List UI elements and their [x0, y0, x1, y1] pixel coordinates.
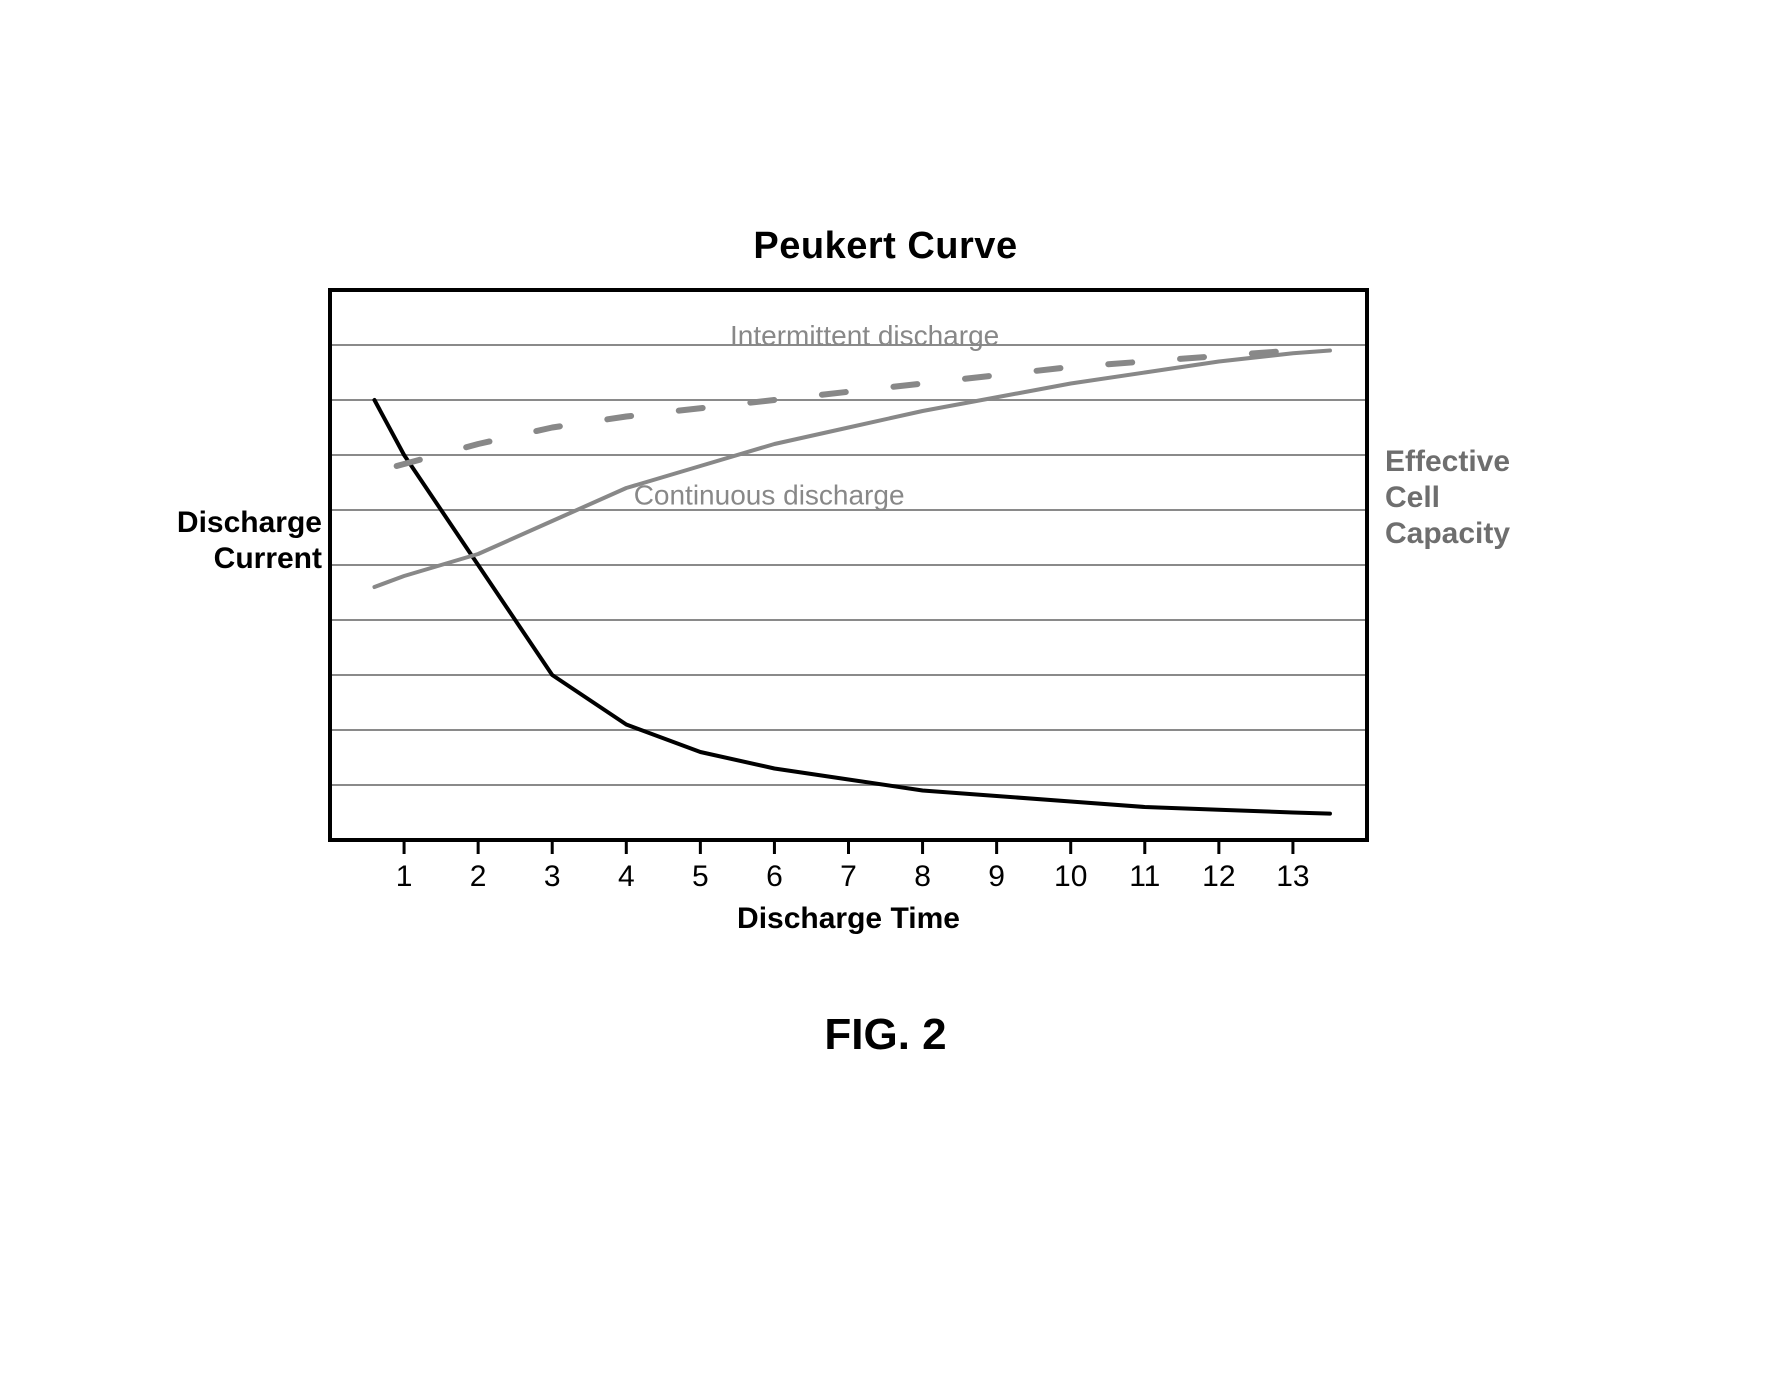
series-label-intermittent_discharge: Intermittent discharge	[730, 320, 999, 351]
x-tick-label: 13	[1268, 860, 1318, 894]
chart-container: Peukert Curve DischargeCurrent Effective…	[0, 0, 1771, 1384]
series-label-continuous_discharge: Continuous discharge	[634, 480, 905, 511]
x-axis-label: Discharge Time	[330, 902, 1367, 936]
x-tick-label: 1	[379, 860, 429, 894]
plot-area: Continuous discharge Intermittent dischar…	[290, 250, 1407, 880]
figure-label: FIG. 2	[0, 1010, 1771, 1060]
x-tick-label: 12	[1194, 860, 1244, 894]
x-tick-label: 3	[527, 860, 577, 894]
x-tick-label: 4	[601, 860, 651, 894]
x-tick-label: 11	[1120, 860, 1170, 894]
x-tick-label: 2	[453, 860, 503, 894]
x-tick-label: 5	[675, 860, 725, 894]
x-tick-label: 9	[972, 860, 1022, 894]
x-tick-label: 8	[898, 860, 948, 894]
x-tick-label: 10	[1046, 860, 1096, 894]
x-tick-label: 6	[749, 860, 799, 894]
x-tick-label: 7	[824, 860, 874, 894]
